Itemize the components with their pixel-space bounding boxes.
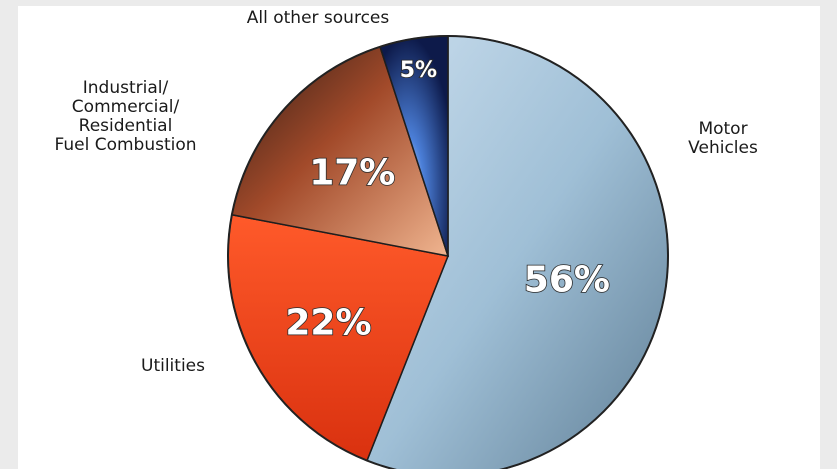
slice-label-all-other-sources: All other sources (246, 8, 390, 28)
pct-label-industrial: 17% (309, 153, 395, 194)
pie-outline (227, 35, 669, 469)
pie-chart: 56% 22% 17% 5% (227, 35, 669, 469)
pct-label-motor-vehicles: 56% (524, 260, 610, 301)
slice-label-industrial: Industrial/ Commercial/ Residential Fuel… (54, 78, 197, 155)
chart-canvas: 56% 22% 17% 5% All other sources Industrial… (18, 6, 820, 469)
pct-label-utilities: 22% (285, 303, 371, 344)
pct-label-all-other-sources: 5% (400, 58, 437, 83)
slice-label-motor-vehicles: Motor Vehicles (688, 119, 758, 158)
slice-label-utilities: Utilities (141, 356, 205, 376)
